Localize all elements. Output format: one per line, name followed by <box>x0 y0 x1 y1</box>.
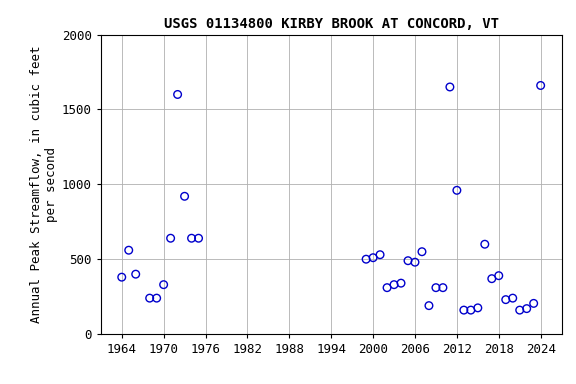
Point <box>362 256 371 262</box>
Point <box>508 295 517 301</box>
Point <box>529 300 539 306</box>
Y-axis label: Annual Peak Streamflow, in cubic feet
per second: Annual Peak Streamflow, in cubic feet pe… <box>29 46 58 323</box>
Point <box>180 193 189 199</box>
Point <box>159 281 168 288</box>
Point <box>466 307 475 313</box>
Point <box>152 295 161 301</box>
Point <box>376 252 385 258</box>
Point <box>431 285 441 291</box>
Point <box>187 235 196 241</box>
Point <box>452 187 461 194</box>
Point <box>515 307 524 313</box>
Point <box>473 305 483 311</box>
Point <box>425 303 434 309</box>
Point <box>117 274 126 280</box>
Point <box>410 259 419 265</box>
Point <box>369 255 378 261</box>
Point <box>536 83 545 89</box>
Point <box>459 307 468 313</box>
Point <box>445 84 454 90</box>
Point <box>389 281 399 288</box>
Point <box>173 91 182 98</box>
Point <box>438 285 448 291</box>
Point <box>494 273 503 279</box>
Point <box>124 247 133 253</box>
Title: USGS 01134800 KIRBY BROOK AT CONCORD, VT: USGS 01134800 KIRBY BROOK AT CONCORD, VT <box>164 17 499 31</box>
Point <box>166 235 175 241</box>
Point <box>501 296 510 303</box>
Point <box>403 258 412 264</box>
Point <box>480 241 490 247</box>
Point <box>418 249 427 255</box>
Point <box>145 295 154 301</box>
Point <box>131 271 141 277</box>
Point <box>522 306 531 312</box>
Point <box>487 276 497 282</box>
Point <box>194 235 203 241</box>
Point <box>396 280 406 286</box>
Point <box>382 285 392 291</box>
